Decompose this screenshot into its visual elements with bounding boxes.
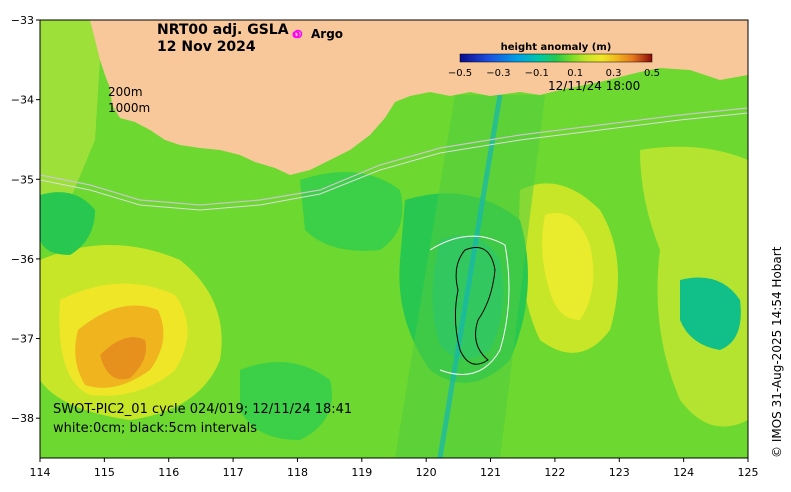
colorbar-tick-label: 0.3 (606, 68, 622, 79)
x-tick-label: 118 (287, 466, 308, 479)
x-tick-label: 120 (416, 466, 437, 479)
x-tick-label: 124 (673, 466, 694, 479)
sla-patch-sw-core (100, 337, 146, 380)
x-tick-label: 122 (544, 466, 565, 479)
x-tick-label: 117 (223, 466, 244, 479)
y-tick-label: −35 (11, 173, 34, 186)
x-axis: 114 115 116 117 118 119 120 121 122 123 124 125 (30, 458, 759, 479)
isobath-label-200m: 200m (108, 85, 143, 99)
credit-text: © IMOS 31-Aug-2025 14:54 Hobart (770, 246, 784, 458)
colorbar-ticks: −0.5 −0.3 −0.1 0.1 0.3 0.5 (448, 68, 660, 79)
x-tick-label: 115 (94, 466, 115, 479)
colorbar-title: height anomaly (m) (501, 42, 612, 53)
x-tick-label: 123 (609, 466, 630, 479)
sla-patch-east-low (680, 277, 741, 350)
colorbar-tick-label: −0.1 (525, 68, 549, 79)
timestamp: 12/11/24 18:00 (548, 79, 640, 93)
isobath-label-1000m: 1000m (108, 101, 150, 115)
colorbar-tick-label: −0.5 (448, 68, 472, 79)
argo-legend-label: Argo (311, 27, 343, 41)
swot-contour-0cm (429, 235, 510, 375)
sla-patch-east-peak (542, 213, 594, 320)
colorbar-tick-label: 0.1 (567, 68, 583, 79)
map-plot-area (40, 20, 748, 458)
x-tick-label: 119 (351, 466, 372, 479)
argo-float-marker (293, 29, 303, 39)
y-axis: −33 −34 −35 −36 −37 −38 (11, 14, 40, 425)
sla-patch-west-low (40, 192, 95, 255)
map-title-line2: 12 Nov 2024 (157, 39, 256, 55)
x-tick-label: 114 (30, 466, 51, 479)
isobath-200m (40, 112, 748, 211)
y-tick-label: −38 (11, 412, 34, 425)
swot-note-line2: white:0cm; black:5cm intervals (53, 421, 257, 436)
plot-frame (39, 19, 749, 459)
colorbar-tick-label: −0.3 (486, 68, 510, 79)
colorbar-tick-label: 0.5 (644, 68, 660, 79)
y-tick-label: −33 (11, 14, 34, 27)
x-tick-label: 116 (158, 466, 179, 479)
swot-contour-5cm (454, 247, 496, 365)
y-tick-label: −37 (11, 333, 34, 346)
sla-patch-west-north (40, 20, 100, 210)
swot-note-line1: SWOT-PIC2_01 cycle 024/019; 12/11/24 18:… (53, 402, 352, 417)
argo-legend-symbol: o (292, 27, 300, 41)
isobath-1000m (40, 107, 748, 206)
x-tick-label: 121 (480, 466, 501, 479)
sla-patch-south-low (240, 362, 332, 440)
map-title-line1: NRT00 adj. GSLA (157, 22, 289, 38)
y-tick-label: −36 (11, 253, 34, 266)
swot-nadir-gap (437, 94, 503, 458)
colorbar (459, 53, 653, 63)
y-tick-label: −34 (11, 94, 34, 107)
x-tick-label: 125 (738, 466, 759, 479)
